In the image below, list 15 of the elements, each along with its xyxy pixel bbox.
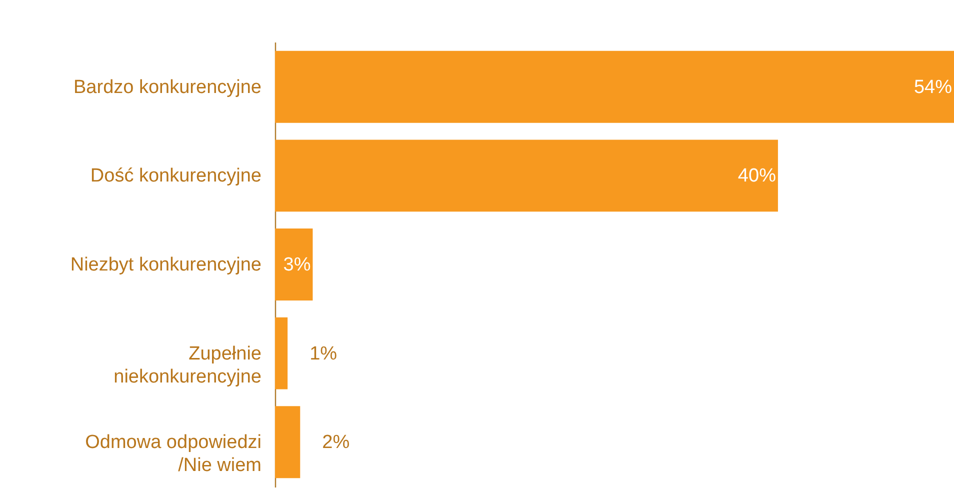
data-label: 54%	[914, 76, 952, 98]
y-tick-label: Odmowa odpowiedzi /Nie wiem	[85, 432, 262, 476]
y-tick-label: Bardzo konkurencyjne	[74, 76, 262, 98]
bar	[275, 140, 778, 212]
data-label: 40%	[738, 166, 776, 187]
data-label: 3%	[283, 254, 311, 276]
bar	[275, 50, 954, 123]
data-label: 1%	[310, 343, 338, 364]
y-tick-label: Niezbyt konkurencyjne	[70, 254, 262, 276]
y-tick-label: Zupełnie niekonkurencyjne	[114, 343, 262, 388]
data-label: 2%	[322, 432, 350, 454]
bar	[275, 228, 313, 300]
bar	[275, 317, 288, 390]
y-tick-label: Dość konkurencyjne	[90, 166, 262, 187]
bar	[275, 406, 300, 478]
